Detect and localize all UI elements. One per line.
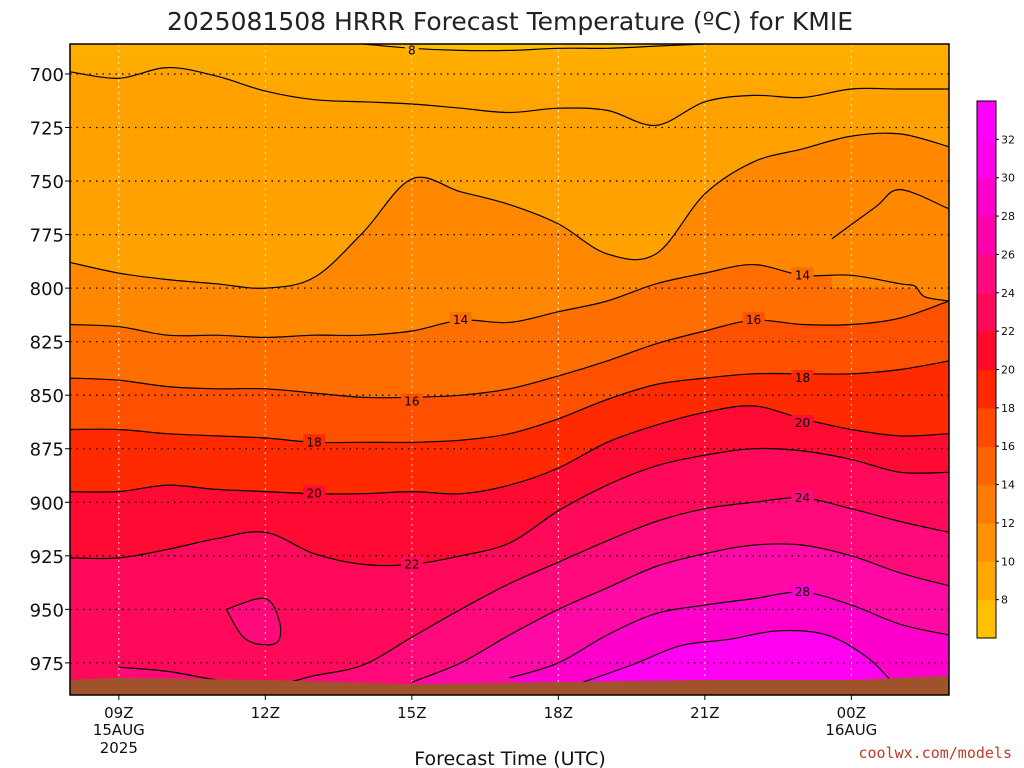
colorbar-segment	[977, 177, 996, 217]
y-axis: 700 725 750 775 800 825 850 875 900 925 950 975	[30, 65, 70, 675]
colorbar-segment	[977, 331, 996, 371]
contour-label: 20	[307, 487, 322, 501]
colorbar-segment	[977, 484, 996, 524]
colorbar-tick-label: 30	[1001, 172, 1015, 185]
x-tick-year: 2025	[100, 739, 138, 757]
isotherm-fill-8	[363, 44, 705, 51]
y-tick-label: 800	[30, 279, 64, 300]
isotherm-line	[70, 66, 949, 127]
isotherm-line	[831, 188, 949, 240]
isotherm-line	[70, 132, 949, 289]
contour-label-bg	[449, 312, 472, 327]
x-tick-label: 15Z	[397, 704, 426, 722]
y-tick-label: 725	[30, 119, 64, 140]
y-tick-label: 975	[30, 654, 64, 675]
isotherm-line	[411, 543, 949, 683]
colorbar-tick-label: 14	[1001, 479, 1015, 492]
isotherm-line	[582, 629, 891, 683]
contour-label: 18	[307, 435, 322, 449]
contour-label-bg	[791, 370, 814, 385]
x-axis-label: Forecast Time (UTC)	[414, 748, 605, 768]
colorbar-tick-label: 28	[1001, 210, 1015, 223]
x-tick-label: 18Z	[544, 704, 573, 722]
x-tick-label: 21Z	[690, 704, 719, 722]
colorbar-tick-label: 20	[1001, 364, 1015, 377]
y-tick-label: 900	[30, 493, 64, 514]
contour-label: 20	[795, 416, 810, 430]
colorbar: 8 10 12 14 16 18 20 22 24 26 28 30 32	[976, 100, 1015, 639]
isotherm-fill-30	[582, 630, 891, 695]
contour-label-bg	[791, 415, 814, 430]
x-tick-date: 15AUG	[93, 721, 145, 739]
ground-surface	[70, 675, 949, 695]
colorbar-segment	[977, 139, 996, 179]
colorbar-tick-label: 8	[1001, 594, 1008, 607]
contour-label-bg	[404, 44, 419, 57]
contour-label: 22	[404, 557, 419, 571]
colorbar-tick-label: 16	[1001, 440, 1015, 453]
contour-label-bg	[303, 434, 326, 449]
contour-label-bg	[400, 556, 423, 571]
colorbar-tick-label: 26	[1001, 248, 1015, 261]
colorbar-tick-label: 10	[1001, 555, 1015, 568]
contour-label-bg	[791, 267, 814, 282]
colorbar-segment	[977, 216, 996, 256]
isotherm-fills	[70, 44, 949, 695]
contour-label-bg	[303, 485, 326, 500]
grid-lines	[70, 44, 949, 695]
colorbar-segment	[977, 446, 996, 486]
colorbar-tick-label: 18	[1001, 402, 1015, 415]
colorbar-segment	[977, 522, 996, 562]
colorbar-segment	[977, 292, 996, 332]
y-tick-label: 750	[30, 172, 64, 193]
colorbar-segment	[977, 561, 996, 601]
contour-label-bg	[742, 312, 765, 327]
plot-area: 8 14 14 16 16 18 18 20 20 22 24 28	[70, 43, 949, 695]
y-tick-label: 950	[30, 600, 64, 621]
isotherm-fill-pocket-12	[831, 189, 949, 289]
colorbar-segment	[977, 599, 996, 639]
isotherm-line	[70, 447, 949, 567]
x-tick-label: 09Z	[104, 704, 133, 722]
isotherm-line	[225, 597, 282, 646]
y-tick-label: 875	[30, 440, 64, 461]
contour-labels: 8 14 14 16 16 18 18 20 20 22 24 28	[303, 43, 814, 599]
colorbar-tick-label: 32	[1001, 133, 1015, 146]
contour-label: 28	[795, 585, 810, 599]
isotherm-line	[70, 300, 949, 399]
colorbar-segment	[977, 254, 996, 294]
contour-label: 18	[795, 371, 810, 385]
credit-text: coolwx.com/models	[858, 744, 1012, 762]
contour-label: 14	[795, 268, 810, 282]
y-tick-label: 775	[30, 226, 64, 247]
colorbar-segment	[977, 101, 996, 140]
colorbar-segment	[977, 407, 996, 447]
contour-label: 14	[453, 313, 468, 327]
contour-label: 24	[795, 491, 810, 505]
x-tick-label: 12Z	[251, 704, 280, 722]
isotherm-line	[70, 263, 949, 339]
colorbar-tick-label: 24	[1001, 287, 1015, 300]
plot-frame	[69, 43, 950, 696]
colorbar-tick-label: 12	[1001, 517, 1015, 530]
contour-label-bg	[400, 393, 423, 408]
chart-title: 2025081508 HRRR Forecast Temperature (ºC…	[167, 7, 853, 36]
contour-label: 8	[408, 43, 416, 57]
y-tick-label: 850	[30, 386, 64, 407]
y-tick-label: 825	[30, 333, 64, 354]
y-tick-label: 700	[30, 65, 64, 86]
contour-label: 16	[404, 395, 419, 409]
contour-label: 16	[746, 313, 761, 327]
colorbar-tick-label: 22	[1001, 325, 1015, 338]
x-tick-date: 16AUG	[825, 721, 877, 739]
contour-label-bg	[791, 489, 814, 504]
isotherm-line	[509, 591, 949, 679]
contour-label-bg	[791, 584, 814, 599]
colorbar-segment	[977, 369, 996, 409]
x-tick-label: 00Z	[837, 704, 866, 722]
y-tick-label: 925	[30, 547, 64, 568]
